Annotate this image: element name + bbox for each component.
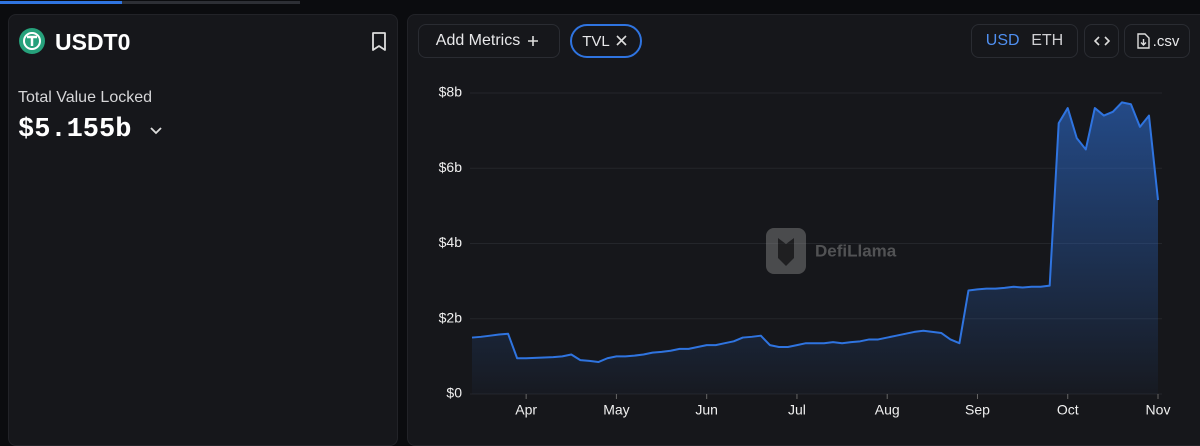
x-tick-label: Apr	[515, 402, 537, 418]
embed-button[interactable]	[1084, 24, 1119, 58]
y-tick-label: $4b	[439, 234, 463, 250]
x-tick-label: Oct	[1057, 402, 1079, 418]
currency-usd[interactable]: USD	[985, 32, 1020, 49]
y-tick-label: $6b	[439, 159, 463, 175]
expand-icon[interactable]	[149, 125, 163, 137]
close-icon	[616, 35, 627, 46]
info-panel: USDT0 Total Value Locked $5.155b	[8, 14, 398, 446]
bookmark-icon[interactable]	[369, 31, 389, 53]
x-tick-label: Jul	[788, 402, 806, 418]
add-metrics-button[interactable]: Add Metrics	[418, 24, 560, 58]
add-metrics-label: Add Metrics	[435, 32, 521, 49]
plus-icon	[528, 36, 539, 46]
y-tick-label: $8b	[439, 84, 463, 100]
tvl-tag-label: TVL	[582, 32, 610, 50]
tvl-tag[interactable]: TVL	[570, 24, 642, 58]
protocol-name: USDT0	[55, 29, 131, 55]
x-tick-label: Jun	[695, 402, 718, 418]
download-icon	[1136, 33, 1150, 49]
code-icon	[1093, 36, 1110, 46]
metric-label: Total Value Locked	[18, 89, 153, 106]
csv-button[interactable]: .csv	[1124, 24, 1190, 58]
area	[472, 102, 1158, 394]
line	[471, 101, 1159, 364]
chart: $0 $2b $4b $6b $8b Apr May Jun Jul Aug Sep Oct Nov D…	[439, 84, 1171, 418]
csv-label: .csv	[1152, 32, 1180, 50]
x-tick-label: Aug	[875, 402, 900, 418]
y-tick-label: $0	[446, 385, 462, 401]
y-tick-label: $2b	[439, 309, 463, 325]
currency-toggle: USD ETH	[971, 24, 1078, 58]
logo	[19, 28, 45, 54]
x-tick-label: Nov	[1146, 402, 1171, 418]
currency-eth[interactable]: ETH	[1031, 32, 1064, 49]
x-tick-label: Sep	[965, 402, 990, 418]
x-tick-label: May	[603, 402, 629, 418]
watermark-text: DefiLlama	[815, 241, 897, 260]
progress-track	[0, 1, 300, 4]
watermark: DefiLlama	[766, 228, 897, 274]
metric-value: $5.155b	[18, 115, 132, 145]
progress-bar	[0, 1, 122, 4]
